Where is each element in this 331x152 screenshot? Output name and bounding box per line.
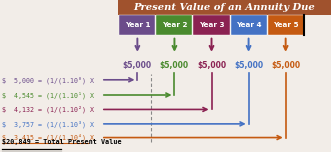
Text: $20,849 = Total Present Value: $20,849 = Total Present Value <box>2 139 121 145</box>
Bar <box>119 15 156 35</box>
Text: Year 5: Year 5 <box>273 22 299 28</box>
Text: $  4,132 = (1/(1.10²) X: $ 4,132 = (1/(1.10²) X <box>2 106 94 113</box>
Text: $  4,545 = (1/(1.10¹) X: $ 4,545 = (1/(1.10¹) X <box>2 91 94 99</box>
Bar <box>193 15 230 35</box>
Text: $5,000: $5,000 <box>123 61 152 70</box>
Text: $5,000: $5,000 <box>160 61 189 70</box>
Text: $5,000: $5,000 <box>197 61 226 70</box>
Text: Year 2: Year 2 <box>162 22 187 28</box>
Text: Year 1: Year 1 <box>124 22 150 28</box>
Bar <box>118 0 331 15</box>
Text: $5,000: $5,000 <box>271 61 300 70</box>
Text: $5,000: $5,000 <box>234 61 263 70</box>
Bar <box>157 15 192 35</box>
Text: $  3,757 = (1/(1.10³) X: $ 3,757 = (1/(1.10³) X <box>2 120 94 128</box>
Bar <box>230 15 267 35</box>
Text: Year 4: Year 4 <box>236 22 261 28</box>
Bar <box>267 15 304 35</box>
Text: $  3,415 = (1/(1.10⁴) X: $ 3,415 = (1/(1.10⁴) X <box>2 134 94 141</box>
Text: $  5,000 = (1/(1.10⁰) X: $ 5,000 = (1/(1.10⁰) X <box>2 76 94 84</box>
Text: Year 3: Year 3 <box>199 22 224 28</box>
Text: Present Value of an Annuity Due: Present Value of an Annuity Due <box>133 3 315 12</box>
